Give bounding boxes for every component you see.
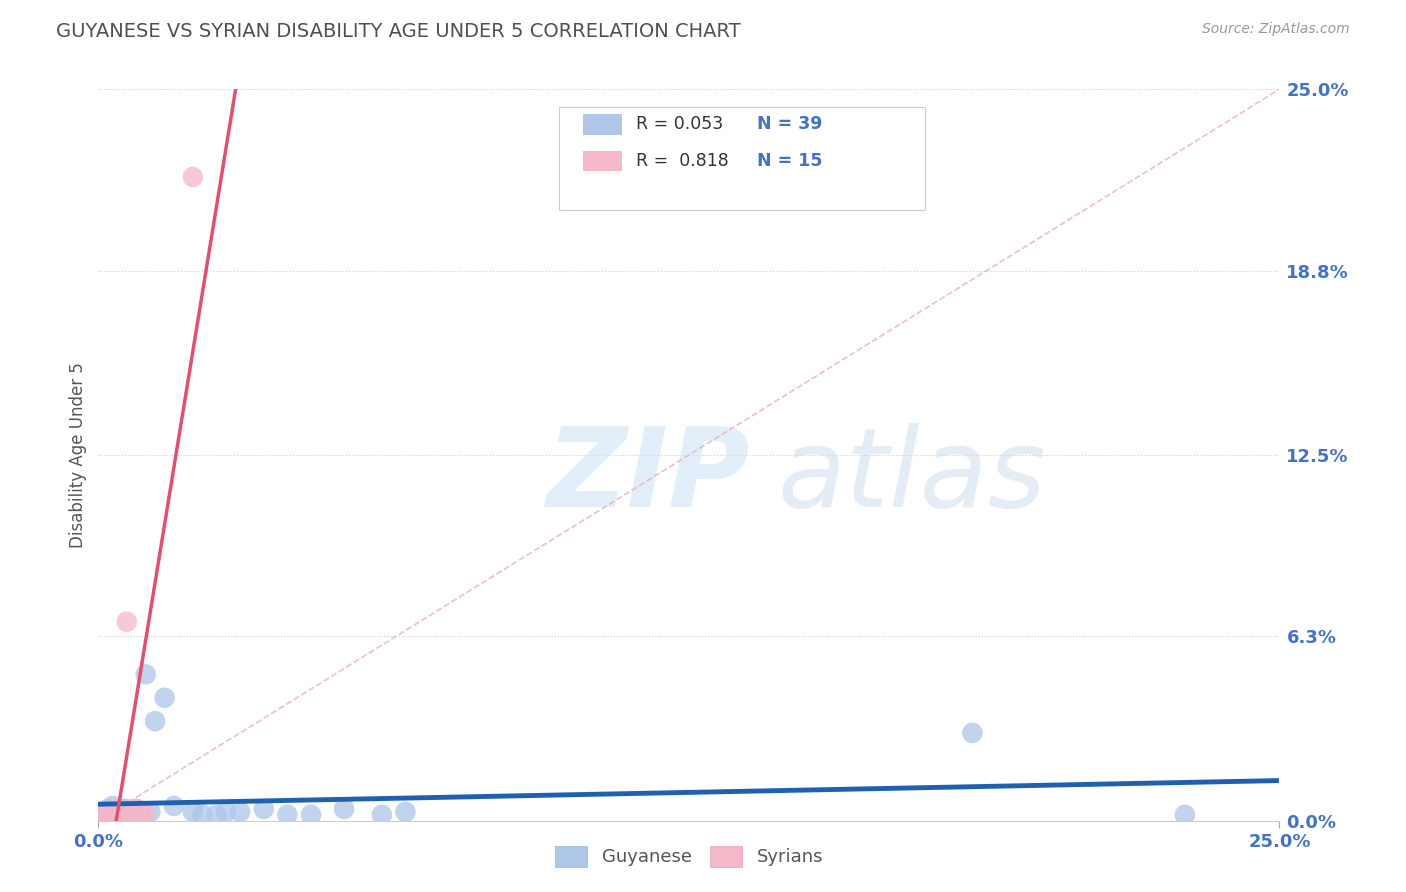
Point xyxy=(962,726,984,740)
Text: R = 0.053: R = 0.053 xyxy=(636,115,723,133)
Point xyxy=(394,805,416,819)
Point xyxy=(111,802,134,816)
Point xyxy=(101,807,124,822)
Text: atlas: atlas xyxy=(778,424,1046,531)
Point xyxy=(135,667,157,681)
Point xyxy=(97,802,120,816)
Legend: Guyanese, Syrians: Guyanese, Syrians xyxy=(547,838,831,874)
Point xyxy=(115,807,138,822)
Point xyxy=(135,807,157,822)
Text: N = 39: N = 39 xyxy=(758,115,823,133)
Point xyxy=(121,805,143,819)
Point xyxy=(181,169,204,184)
Point xyxy=(111,805,134,819)
Point xyxy=(97,811,120,825)
Point xyxy=(105,805,128,819)
Point xyxy=(115,615,138,629)
Point xyxy=(181,805,204,819)
Point xyxy=(101,799,124,814)
Point xyxy=(191,807,214,822)
Point xyxy=(129,805,152,819)
Point xyxy=(215,805,238,819)
Point xyxy=(101,807,124,822)
Point xyxy=(139,805,162,819)
Point xyxy=(91,807,114,822)
Point xyxy=(371,807,394,822)
Point xyxy=(1174,807,1197,822)
FancyBboxPatch shape xyxy=(560,108,925,210)
Point xyxy=(111,807,134,822)
Point xyxy=(101,811,124,825)
Point xyxy=(105,807,128,822)
Y-axis label: Disability Age Under 5: Disability Age Under 5 xyxy=(69,362,87,548)
Point xyxy=(276,807,298,822)
Point xyxy=(129,807,152,822)
Text: R =  0.818: R = 0.818 xyxy=(636,152,728,169)
Point xyxy=(97,807,120,822)
Point xyxy=(91,807,114,822)
Point xyxy=(97,811,120,825)
Point xyxy=(333,802,356,816)
Point xyxy=(101,811,124,825)
Point xyxy=(229,805,252,819)
Point xyxy=(129,805,152,819)
Point xyxy=(143,714,166,728)
Point xyxy=(101,805,124,819)
Point xyxy=(163,799,186,814)
Text: GUYANESE VS SYRIAN DISABILITY AGE UNDER 5 CORRELATION CHART: GUYANESE VS SYRIAN DISABILITY AGE UNDER … xyxy=(56,22,741,41)
Point xyxy=(111,805,134,819)
Point xyxy=(125,802,148,816)
Bar xyxy=(582,114,621,135)
Point xyxy=(205,807,228,822)
Point xyxy=(125,802,148,816)
Point xyxy=(105,802,128,816)
Point xyxy=(299,807,322,822)
Point xyxy=(115,802,138,816)
Point xyxy=(121,807,143,822)
Point xyxy=(253,802,276,816)
Point xyxy=(121,805,143,819)
Text: ZIP: ZIP xyxy=(547,424,751,531)
Point xyxy=(153,690,176,705)
Point xyxy=(105,805,128,819)
Text: N = 15: N = 15 xyxy=(758,152,823,169)
Point xyxy=(111,807,134,822)
Point xyxy=(91,811,114,825)
Text: Source: ZipAtlas.com: Source: ZipAtlas.com xyxy=(1202,22,1350,37)
Bar xyxy=(582,151,621,171)
Point xyxy=(97,805,120,819)
